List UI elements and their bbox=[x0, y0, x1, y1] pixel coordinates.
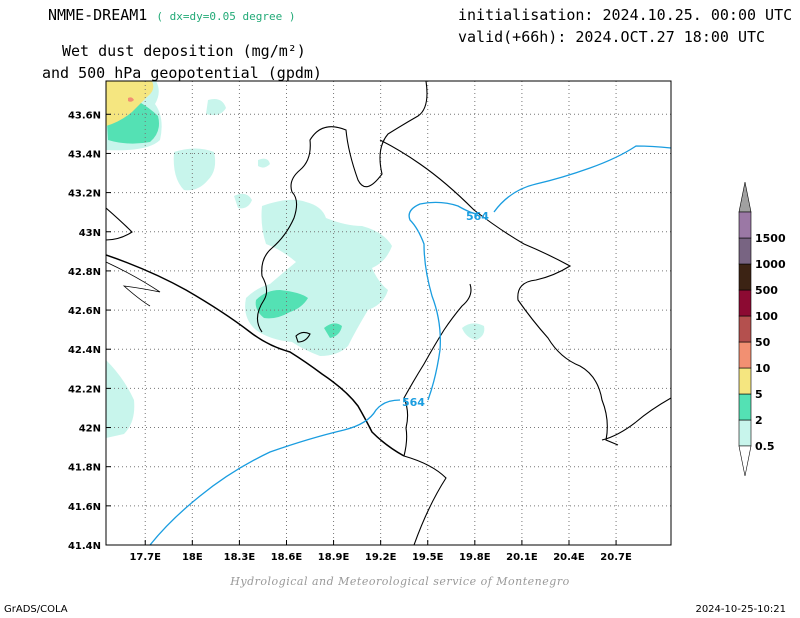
deposition-area-south-green bbox=[324, 323, 342, 338]
lat-tick-label: 41.4N bbox=[68, 541, 101, 552]
init-label: initialisation: bbox=[458, 6, 594, 24]
lat-tick-label: 42.6N bbox=[68, 306, 101, 317]
credit-text: Hydrological and Meteorological service … bbox=[230, 575, 570, 588]
map-frame bbox=[105, 80, 672, 546]
title-model: NMME-DREAM1 ( dx=dy=0.05 degree ) bbox=[48, 6, 295, 24]
geopotential-contour-564 bbox=[149, 145, 671, 545]
border-bosnia-montenegro bbox=[256, 81, 428, 333]
colorbar-segment bbox=[738, 263, 752, 291]
colorbar-segment bbox=[738, 393, 752, 421]
colorbar-label: 1500 bbox=[755, 232, 786, 245]
lon-tick-label: 19.8E bbox=[459, 552, 491, 563]
lon-tick-label: 18.6E bbox=[271, 552, 303, 563]
variable-title-line2: and 500 hPa geopotential (gpdm) bbox=[42, 64, 322, 82]
deposition-area-nw-yellow bbox=[106, 81, 154, 126]
deposition-area-east bbox=[462, 323, 485, 340]
init-time: initialisation: 2024.10.25. 00:00 UTC bbox=[458, 6, 792, 24]
lat-tick-label: 42.8N bbox=[68, 267, 101, 278]
lat-tick-label: 41.8N bbox=[68, 463, 101, 474]
deposition-area-nw-salmon bbox=[128, 97, 134, 102]
colorbar-label: 100 bbox=[755, 310, 778, 323]
colorbar-segment bbox=[738, 341, 752, 369]
valid-time: valid(+66h): 2024.OCT.27 18:00 UTC bbox=[458, 28, 765, 46]
lat-tick-label: 42.2N bbox=[68, 384, 101, 395]
colorbar-segment bbox=[738, 419, 752, 447]
border-kosovo bbox=[601, 397, 671, 441]
deposition-area-small2 bbox=[234, 193, 252, 209]
colorbar: 0.5 2 5 10 50 100 500 1000 1500 bbox=[738, 181, 786, 477]
lon-tick-label: 20.4E bbox=[553, 552, 585, 563]
dust-deposition-field bbox=[106, 81, 485, 438]
lat-tick-label: 42.4N bbox=[68, 345, 101, 356]
colorbar-under-arrow bbox=[738, 445, 752, 477]
border-south bbox=[403, 455, 447, 545]
lat-tick-labels: 41.4N 41.6N 41.8N 42N 42.2N 42.4N 42.6N 42.8N 43… bbox=[68, 110, 111, 552]
lat-tick-label: 43.2N bbox=[68, 189, 101, 200]
deposition-area-central bbox=[245, 199, 392, 356]
lat-tick-label: 43.4N bbox=[68, 149, 101, 160]
colorbar-label: 500 bbox=[755, 284, 778, 297]
deposition-area-north bbox=[206, 99, 226, 116]
colorbar-label: 2 bbox=[755, 414, 763, 427]
resolution-label: ( dx=dy=0.05 degree ) bbox=[156, 10, 296, 23]
lon-tick-label: 17.7E bbox=[129, 552, 161, 563]
shoreline-lake bbox=[295, 331, 311, 343]
border-serbia-montenegro bbox=[379, 139, 619, 446]
lat-tick-label: 43.6N bbox=[68, 110, 101, 121]
lon-tick-label: 18.9E bbox=[318, 552, 350, 563]
border-coast-inner bbox=[106, 261, 161, 307]
lon-tick-label: 18.3E bbox=[224, 552, 256, 563]
colorbar-segment bbox=[738, 367, 752, 395]
lon-tick-label: 19.5E bbox=[412, 552, 444, 563]
lon-tick-label: 19.2E bbox=[365, 552, 397, 563]
lon-tick-label: 20.1E bbox=[506, 552, 538, 563]
lon-tick-label: 20.7E bbox=[600, 552, 632, 563]
colorbar-label: 10 bbox=[755, 362, 771, 375]
colorbar-label: 50 bbox=[755, 336, 771, 349]
colorbar-label: 5 bbox=[755, 388, 763, 401]
coastline-adriatic bbox=[106, 254, 405, 457]
border-albania-montenegro bbox=[403, 283, 472, 457]
colorbar-over-arrow bbox=[738, 181, 752, 213]
init-value: 2024.10.25. 00:00 UTC bbox=[602, 6, 793, 24]
borders-and-coast bbox=[106, 81, 671, 545]
contour-label: 564 bbox=[402, 396, 425, 409]
colorbar-label: 1000 bbox=[755, 258, 786, 271]
colorbar-label: 0.5 bbox=[755, 440, 775, 453]
lat-tick-label: 42N bbox=[79, 424, 101, 435]
model-name: NMME-DREAM1 bbox=[48, 6, 148, 24]
border-croatia bbox=[106, 207, 133, 241]
valid-value: 2024.OCT.27 18:00 UTC bbox=[575, 28, 766, 46]
deposition-area-north2 bbox=[173, 148, 216, 191]
footer-software: GrADS/COLA bbox=[4, 604, 68, 615]
lon-tick-labels: 17.7E 18E 18.3E 18.6E 18.9E 19.2E 19.5E 19.8E 20… bbox=[129, 540, 632, 563]
variable-title-line1: Wet dust deposition (mg/m²) bbox=[62, 42, 306, 60]
lon-tick-label: 18E bbox=[182, 552, 203, 563]
footer-timestamp: 2024-10-25-10:21 bbox=[695, 604, 786, 615]
deposition-area-west bbox=[106, 360, 135, 438]
lat-tick-label: 41.6N bbox=[68, 502, 101, 513]
contour-label: 564 bbox=[466, 210, 489, 223]
colorbar-segment bbox=[738, 315, 752, 343]
deposition-area-central-green bbox=[255, 290, 308, 319]
lat-tick-label: 43N bbox=[79, 228, 101, 239]
geopotential-contours bbox=[149, 145, 671, 545]
colorbar-segment bbox=[738, 237, 752, 265]
valid-label: valid(+66h): bbox=[458, 28, 567, 46]
colorbar-segment bbox=[738, 289, 752, 317]
deposition-area-small1 bbox=[258, 158, 270, 168]
grid-lines bbox=[106, 81, 671, 545]
colorbar-segment bbox=[738, 211, 752, 239]
